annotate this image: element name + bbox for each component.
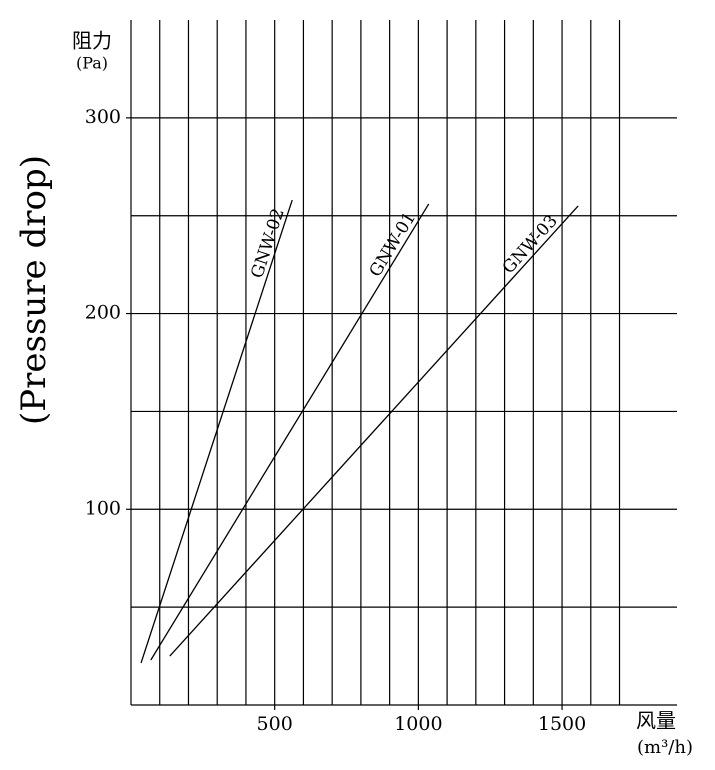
x-tick-label: 500	[257, 713, 293, 735]
y-label-en: (Pressure drop)	[14, 155, 54, 425]
series-label: GNW-02	[247, 206, 288, 281]
y-label-unit: (Pa)	[76, 54, 108, 73]
series-label: GNW-01	[366, 209, 421, 281]
x-tick-label: 1000	[394, 713, 442, 735]
y-tick-label: 100	[85, 497, 121, 519]
series-label: GNW-03	[499, 211, 562, 278]
y-label: 阻力	[72, 29, 112, 53]
y-tick-label: 200	[85, 302, 121, 324]
x-label: 风量	[636, 709, 676, 733]
series-line	[150, 203, 430, 661]
series-line	[140, 199, 293, 664]
x-tick-label: 1500	[538, 713, 586, 735]
y-tick-label: 300	[85, 106, 121, 128]
x-label-unit: (m³/h)	[637, 737, 693, 758]
series-line	[169, 205, 579, 657]
